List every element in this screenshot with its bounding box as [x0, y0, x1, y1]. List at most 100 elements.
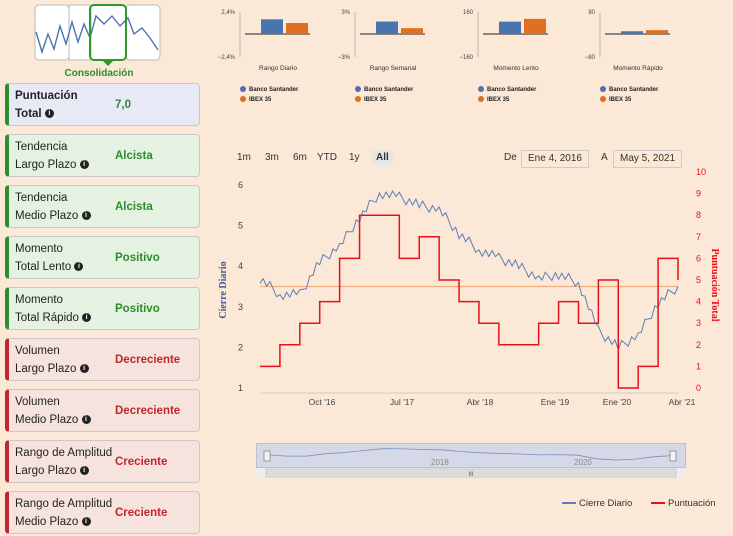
y-tick: 5: [238, 221, 243, 231]
card-label: Momento Total Lento i: [9, 240, 115, 276]
y2-tick: 4: [696, 297, 701, 307]
card-tendencia-largo[interactable]: Tendencia Largo Plazo i Alcista: [5, 134, 200, 177]
mini-bar: [261, 19, 283, 34]
card-rango-largo[interactable]: Rango de Amplitud Largo Plazo i Creciente: [5, 440, 200, 483]
info-icon[interactable]: i: [81, 210, 91, 220]
card-tendencia-medio[interactable]: Tendencia Medio Plazo i Alcista: [5, 185, 200, 228]
card-label-line1: Tendencia: [15, 191, 68, 204]
card-label: Rango de Amplitud Medio Plazo i: [9, 495, 115, 531]
legend-close-label: Cierre Diario: [579, 498, 633, 509]
mini-legend-b: IBEX 35: [609, 97, 632, 103]
card-value: Creciente: [115, 455, 168, 468]
card-label-line2: Largo Plazo: [15, 362, 77, 375]
card-volumen-largo[interactable]: Volumen Largo Plazo i Decreciente: [5, 338, 200, 381]
range-button-all[interactable]: All: [372, 150, 393, 165]
mini-chart-title: Rango Semanal: [370, 65, 417, 72]
legend-score[interactable]: Puntuación: [651, 498, 716, 509]
info-icon[interactable]: i: [81, 414, 91, 424]
mini-legend-a: Banco Santander: [487, 87, 537, 93]
mini-bar: [646, 30, 668, 34]
card-volumen-medio[interactable]: Volumen Medio Plazo i Decreciente: [5, 389, 200, 432]
legend-score-swatch: [651, 502, 665, 505]
info-icon[interactable]: i: [44, 108, 54, 118]
close-series-line: [259, 189, 679, 352]
navigator-handle-left[interactable]: [263, 450, 271, 462]
card-momento-lento[interactable]: Momento Total Lento i Positivo: [5, 236, 200, 279]
info-icon[interactable]: i: [79, 363, 89, 373]
range-button-1m[interactable]: 1m: [237, 152, 251, 163]
mini-tick-top: 80: [588, 10, 595, 16]
mini-bar: [524, 18, 546, 34]
mini-bar: [621, 31, 643, 34]
date-from-input[interactable]: Ene 4, 2016: [521, 150, 589, 168]
mini-tick-bottom: −160: [459, 55, 473, 61]
mini-bar: [401, 28, 423, 34]
legend-dot-blue: [355, 86, 361, 92]
scrollbar-thumb[interactable]: [265, 468, 677, 478]
range-button-3m[interactable]: 3m: [265, 152, 279, 163]
card-momento-rapido[interactable]: Momento Total Rápido i Positivo: [5, 287, 200, 330]
legend-dot-orange: [478, 96, 484, 102]
range-button-ytd[interactable]: YTD: [317, 152, 337, 163]
y-axis-label: Cierre Diario: [218, 261, 229, 318]
y2-axis-label: Puntuación Total: [709, 248, 720, 321]
info-icon[interactable]: i: [79, 465, 89, 475]
date-from-label: De: [504, 152, 517, 163]
range-button-6m[interactable]: 6m: [293, 152, 307, 163]
card-label-line2: Largo Plazo: [15, 158, 77, 171]
y2-tick: 6: [696, 253, 701, 263]
mini-tick-top: 3%: [341, 10, 350, 16]
x-tick: Abr '18: [467, 397, 494, 407]
x-tick: Abr '21: [669, 397, 696, 407]
info-icon[interactable]: i: [81, 516, 91, 526]
card-label-line2: Medio Plazo: [15, 209, 79, 222]
mini-legend-b: IBEX 35: [364, 97, 387, 103]
mini-chart-title: Rango Diario: [259, 65, 297, 72]
date-to-label: A: [601, 152, 608, 163]
legend-score-label: Puntuación: [668, 498, 716, 509]
navigator-label: 2020: [574, 458, 592, 467]
x-tick: Ene '20: [603, 397, 632, 407]
card-label-line1: Puntuación: [15, 89, 78, 102]
y2-tick: 3: [696, 318, 701, 328]
info-icon[interactable]: i: [82, 312, 92, 322]
navigator-label: 2018: [431, 458, 449, 467]
mini-bar: [376, 21, 398, 34]
card-label-line1: Volumen: [15, 344, 60, 357]
card-label-line2: Medio Plazo: [15, 413, 79, 426]
navigator[interactable]: 2018 2020 III: [256, 443, 686, 479]
mini-tick-top: 160: [463, 10, 474, 16]
card-puntuacion-total[interactable]: Puntuación Total i 7,0: [5, 83, 200, 126]
card-label-line1: Momento: [15, 242, 63, 255]
card-value: Decreciente: [115, 404, 181, 417]
legend-dot-orange: [240, 96, 246, 102]
y2-tick: 1: [696, 361, 701, 371]
card-label-line1: Momento: [15, 293, 63, 306]
x-tick: Oct '16: [309, 397, 336, 407]
mini-legend-a: Banco Santander: [249, 87, 299, 93]
x-tick: Jul '17: [390, 397, 415, 407]
info-icon[interactable]: i: [79, 159, 89, 169]
mini-charts: 2,4% −2,4% Rango Diario Banco Santander IBEX…: [218, 10, 670, 103]
y-tick: 2: [238, 342, 243, 352]
card-value: Creciente: [115, 506, 168, 519]
y2-tick: 5: [696, 275, 701, 285]
mini-bar: [286, 23, 308, 34]
y2-tick: 10: [696, 167, 706, 177]
y2-tick: 7: [696, 232, 701, 242]
navigator-handle-right[interactable]: [669, 450, 677, 462]
card-value: Decreciente: [115, 353, 181, 366]
info-icon[interactable]: i: [74, 261, 84, 271]
legend-close[interactable]: Cierre Diario: [562, 498, 632, 509]
mini-chart-title: Momento Lento: [493, 65, 539, 72]
y2-tick: 0: [696, 383, 701, 393]
date-to-input[interactable]: May 5, 2021: [613, 150, 683, 168]
navigator-window[interactable]: [256, 443, 686, 469]
card-label-line2: Largo Plazo: [15, 464, 77, 477]
y-tick: 4: [238, 261, 243, 271]
range-button-1y[interactable]: 1y: [349, 152, 360, 163]
y2-tick: 8: [696, 210, 701, 220]
card-rango-medio[interactable]: Rango de Amplitud Medio Plazo i Creciente: [5, 491, 200, 534]
mini-tick-bottom: −2,4%: [218, 55, 236, 61]
card-label-line2: Total: [15, 107, 42, 120]
